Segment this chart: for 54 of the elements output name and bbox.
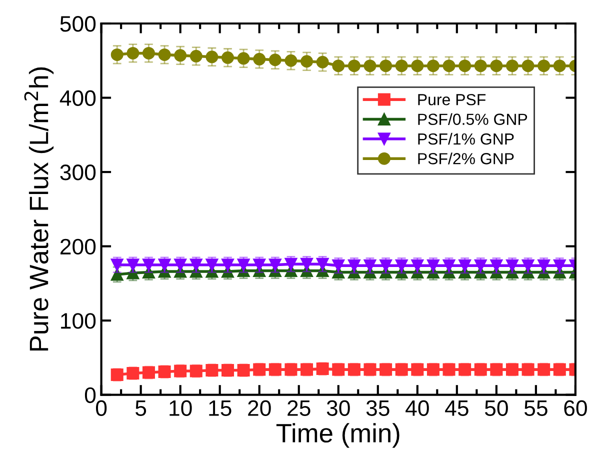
legend-label: PSF/1% GNP bbox=[418, 132, 514, 145]
point bbox=[268, 54, 282, 66]
point bbox=[474, 60, 487, 72]
point bbox=[253, 52, 266, 66]
point bbox=[142, 46, 155, 60]
point bbox=[221, 51, 234, 64]
point bbox=[300, 55, 314, 68]
x-tick-label: 60 bbox=[564, 400, 587, 416]
x-axis-title: Time (min) bbox=[276, 423, 400, 448]
point bbox=[506, 60, 518, 72]
y-tick-label: 200 bbox=[60, 238, 96, 255]
point bbox=[332, 60, 345, 72]
y-tick-label: 300 bbox=[60, 164, 96, 180]
point bbox=[426, 60, 440, 72]
point bbox=[442, 60, 456, 72]
x-tick-label: 35 bbox=[366, 400, 390, 416]
y-tick-label: 400 bbox=[60, 90, 96, 106]
legend-label: PSF/2% GNP bbox=[418, 152, 514, 164]
x-tick-label: 25 bbox=[288, 400, 310, 416]
point bbox=[316, 56, 329, 68]
x-tick-label: 0 bbox=[96, 400, 107, 416]
point bbox=[522, 60, 534, 72]
legend-label: PSF/0.5% GNP bbox=[418, 113, 528, 125]
x-tick-label: 50 bbox=[484, 400, 508, 416]
y-axis-title: Pure Water Flux (L/m$^{2}$h) bbox=[24, 67, 54, 351]
point bbox=[490, 60, 503, 72]
y-tick-label: 0 bbox=[84, 387, 96, 404]
point bbox=[174, 49, 187, 62]
x-tick-label: 15 bbox=[209, 400, 232, 416]
point bbox=[380, 60, 392, 72]
point bbox=[458, 60, 472, 72]
point bbox=[364, 60, 376, 72]
point bbox=[126, 46, 140, 60]
x-tick-label: 55 bbox=[524, 400, 548, 416]
x-tick-label: 40 bbox=[406, 400, 429, 416]
point bbox=[284, 54, 298, 67]
point bbox=[110, 48, 124, 61]
legend-label: Pure PSF bbox=[418, 94, 486, 106]
point bbox=[158, 48, 171, 61]
x-tick-label: 20 bbox=[248, 400, 271, 416]
point bbox=[190, 50, 202, 62]
point bbox=[206, 50, 218, 64]
point bbox=[411, 60, 424, 72]
y-tick-label: 500 bbox=[60, 16, 96, 32]
point bbox=[538, 60, 550, 72]
point bbox=[553, 60, 566, 72]
point bbox=[348, 60, 360, 72]
point bbox=[237, 52, 250, 65]
x-tick-label: 30 bbox=[326, 400, 350, 416]
y-tick-label: 100 bbox=[61, 313, 96, 329]
x-tick-label: 45 bbox=[445, 400, 468, 416]
point bbox=[395, 60, 408, 72]
x-tick-label: 10 bbox=[170, 400, 192, 416]
x-tick-label: 5 bbox=[136, 400, 146, 416]
